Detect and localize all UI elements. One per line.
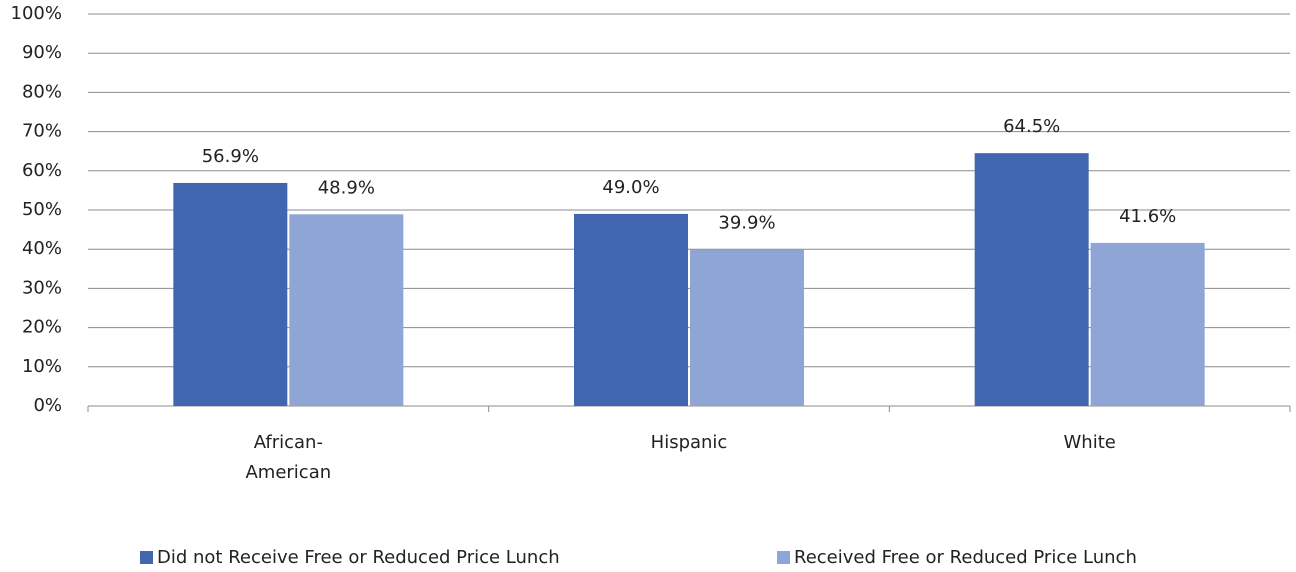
y-tick-label: 100% bbox=[11, 3, 62, 24]
value-label: 41.6% bbox=[1119, 206, 1176, 227]
y-tick-label: 10% bbox=[22, 356, 62, 377]
y-tick-label: 50% bbox=[22, 199, 62, 220]
value-label: 56.9% bbox=[202, 146, 259, 167]
y-tick-label: 0% bbox=[33, 395, 62, 416]
bar bbox=[690, 249, 804, 406]
bar bbox=[574, 213, 688, 406]
value-label: 49.0% bbox=[602, 177, 659, 198]
legend-label: Received Free or Reduced Price Lunch bbox=[794, 547, 1137, 568]
legend-swatch bbox=[777, 551, 790, 564]
bar bbox=[289, 214, 404, 406]
y-tick-label: 70% bbox=[22, 121, 62, 142]
legend-label: Did not Receive Free or Reduced Price Lu… bbox=[157, 547, 560, 568]
bar bbox=[1090, 242, 1205, 406]
x-tick-label: White bbox=[1063, 432, 1115, 453]
value-label: 39.9% bbox=[718, 213, 775, 234]
x-tick-label: Hispanic bbox=[651, 432, 728, 453]
value-label: 64.5% bbox=[1003, 116, 1060, 137]
bar bbox=[173, 182, 288, 406]
y-tick-label: 40% bbox=[22, 238, 62, 259]
value-label: 48.9% bbox=[318, 177, 375, 198]
legend-swatch bbox=[140, 551, 153, 564]
y-tick-label: 30% bbox=[22, 277, 62, 298]
x-tick-label: African-American bbox=[245, 432, 331, 483]
y-tick-label: 60% bbox=[22, 160, 62, 181]
bar bbox=[974, 153, 1089, 406]
y-tick-label: 20% bbox=[22, 317, 62, 338]
y-tick-label: 90% bbox=[22, 42, 62, 63]
y-tick-label: 80% bbox=[22, 81, 62, 102]
